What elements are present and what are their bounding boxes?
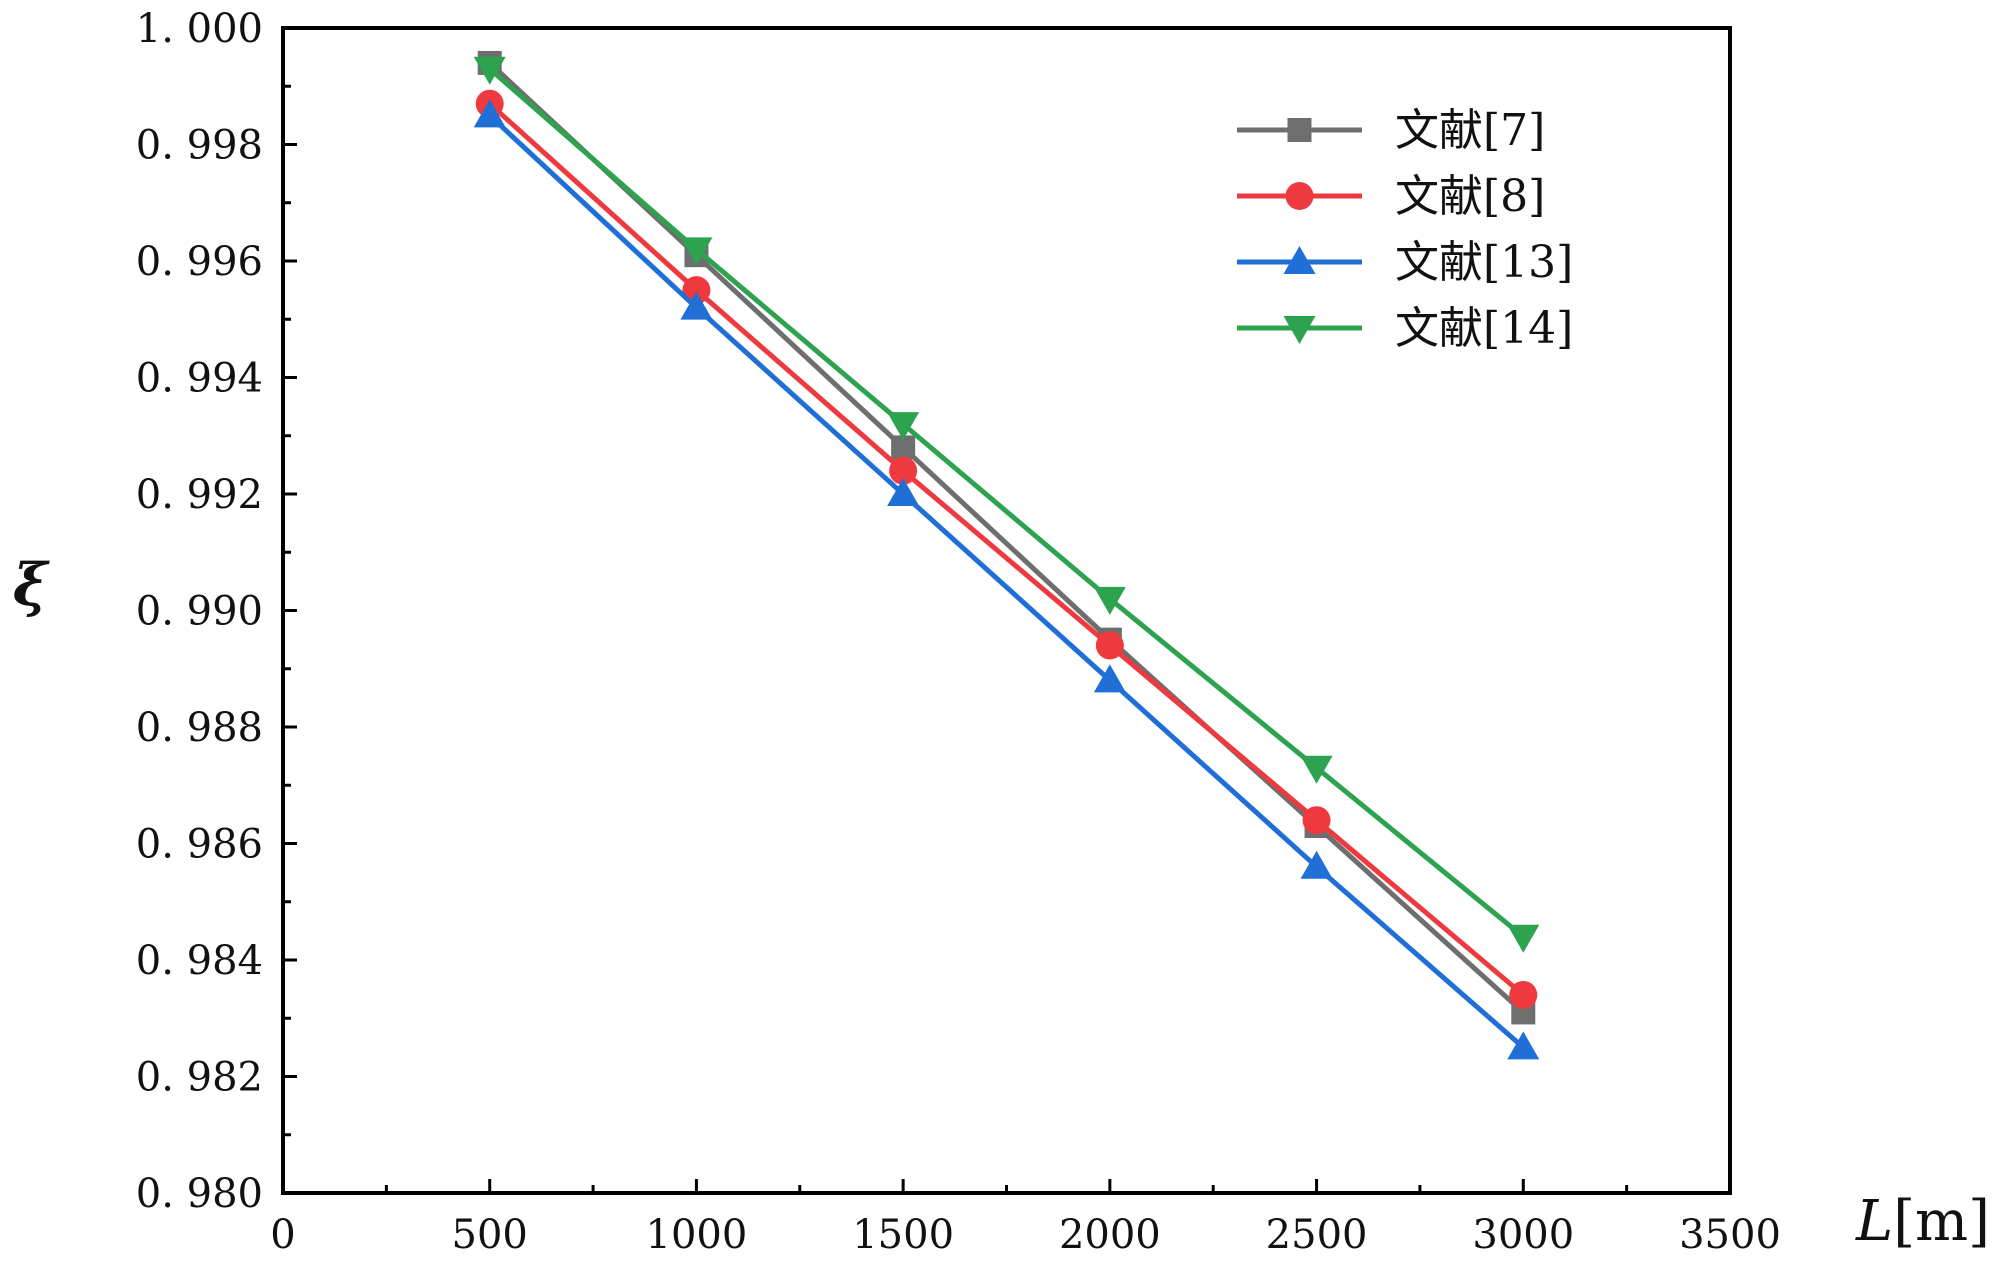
y-tick-label: 0. 984 bbox=[136, 938, 263, 984]
y-axis: 0. 980 0. 982 0. 984 0. 986 0. 988 0. 990 0. 9… bbox=[136, 6, 297, 1217]
y-tick-label: 0. 998 bbox=[136, 123, 263, 169]
series-3 bbox=[473, 99, 1540, 1060]
data-point bbox=[887, 478, 920, 506]
series-line bbox=[487, 61, 1525, 1015]
data-point bbox=[473, 99, 506, 128]
legend-item-2: 文献[8] bbox=[1237, 171, 1545, 222]
x-tick-label: 2000 bbox=[1059, 1212, 1161, 1258]
data-point bbox=[1300, 755, 1333, 784]
y-tick-label: 0. 996 bbox=[136, 239, 263, 285]
data-point bbox=[1095, 631, 1124, 660]
x-tick-label: 2500 bbox=[1266, 1212, 1368, 1258]
series-layer bbox=[473, 50, 1540, 1060]
data-point bbox=[680, 237, 713, 266]
x-tick-label: 1000 bbox=[646, 1212, 748, 1258]
data-point bbox=[682, 276, 711, 305]
series-line bbox=[487, 113, 1525, 1050]
y-tick-label: 0. 980 bbox=[136, 1171, 263, 1217]
legend: 文献[7] 文献[8] 文献[13] 文献[14] bbox=[1237, 105, 1573, 354]
data-point bbox=[1093, 586, 1126, 615]
y-tick-label: 1. 000 bbox=[136, 6, 263, 52]
x-tick-label: 0 bbox=[270, 1212, 295, 1258]
legend-marker bbox=[1283, 316, 1316, 344]
legend-label: 文献[14] bbox=[1395, 303, 1573, 354]
x-tick-label: 1500 bbox=[852, 1212, 954, 1258]
data-point bbox=[1509, 980, 1538, 1009]
data-point bbox=[1302, 806, 1331, 835]
x-axis-title: L[m] bbox=[1855, 1189, 1990, 1254]
data-point bbox=[1507, 924, 1540, 953]
data-point bbox=[473, 56, 506, 85]
legend-label: 文献[7] bbox=[1395, 105, 1545, 156]
y-tick-label: 0. 990 bbox=[136, 589, 263, 635]
y-tick-label: 0. 986 bbox=[136, 822, 263, 868]
data-point bbox=[1507, 1031, 1540, 1060]
data-point bbox=[889, 456, 918, 485]
x-axis-title-variable: L bbox=[1855, 1189, 1893, 1254]
x-tick-label: 3000 bbox=[1472, 1212, 1574, 1258]
data-point bbox=[1300, 850, 1333, 879]
legend-label: 文献[8] bbox=[1395, 171, 1545, 222]
legend-marker bbox=[1285, 182, 1314, 210]
series-line bbox=[488, 66, 1525, 939]
legend-item-1: 文献[7] bbox=[1237, 105, 1545, 156]
series-4 bbox=[473, 56, 1540, 953]
y-axis-title: ξ bbox=[13, 551, 50, 619]
data-point bbox=[680, 291, 713, 320]
x-tick-label: 3500 bbox=[1679, 1212, 1781, 1258]
x-axis-title-unit: [m] bbox=[1893, 1189, 1990, 1254]
y-tick-label: 0. 982 bbox=[136, 1055, 263, 1101]
y-tick-label: 0. 992 bbox=[136, 472, 263, 518]
legend-item-3: 文献[13] bbox=[1237, 237, 1573, 288]
legend-item-4: 文献[14] bbox=[1237, 303, 1573, 354]
series-2 bbox=[475, 89, 1538, 1009]
series-line bbox=[488, 101, 1525, 997]
y-tick-label: 0. 988 bbox=[136, 705, 263, 751]
data-point bbox=[1093, 664, 1126, 693]
legend-label: 文献[13] bbox=[1395, 237, 1573, 288]
legend-marker bbox=[1283, 246, 1316, 274]
data-point bbox=[887, 412, 920, 441]
x-tick-label: 500 bbox=[452, 1212, 528, 1258]
y-tick-label: 0. 994 bbox=[136, 356, 263, 402]
x-axis: 0 500 1000 1500 2000 2500 3000 3500 bbox=[270, 1179, 1781, 1258]
legend-marker bbox=[1287, 118, 1312, 142]
